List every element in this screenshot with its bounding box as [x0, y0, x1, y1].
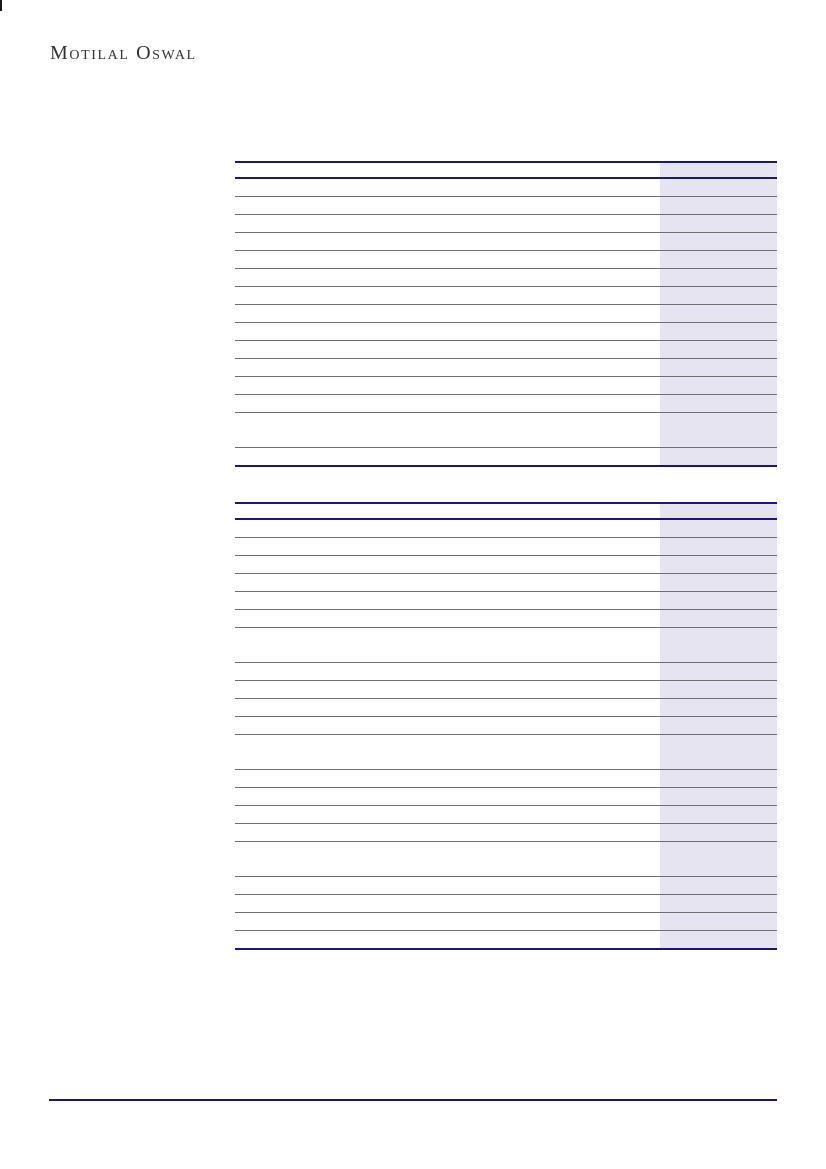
shaded-value-column	[660, 504, 777, 948]
table-header-row	[235, 504, 777, 520]
table-row	[235, 788, 777, 806]
footer-divider-rule	[49, 1099, 777, 1101]
table-row	[235, 895, 777, 913]
table-row	[235, 842, 777, 877]
table-row	[235, 448, 777, 465]
table-row	[235, 824, 777, 842]
table-row	[235, 197, 777, 215]
scan-artifact-mark	[0, 0, 2, 11]
table-row	[235, 610, 777, 628]
table-header-row	[235, 163, 777, 179]
table-row	[235, 538, 777, 556]
table-row	[235, 377, 777, 395]
table-row	[235, 359, 777, 377]
table-row	[235, 520, 777, 538]
table-row	[235, 574, 777, 592]
table-row	[235, 287, 777, 305]
table-row	[235, 341, 777, 359]
table-row	[235, 305, 777, 323]
brand-logo-text: Motilal Oswal	[50, 42, 197, 64]
table-row	[235, 233, 777, 251]
table-row	[235, 806, 777, 824]
table-row	[235, 215, 777, 233]
table-row	[235, 269, 777, 287]
table-row	[235, 681, 777, 699]
table-row	[235, 717, 777, 735]
table-row	[235, 628, 777, 663]
table-row	[235, 699, 777, 717]
brand-logo: Motilal Oswal	[50, 42, 197, 65]
table-row	[235, 251, 777, 269]
table-row	[235, 323, 777, 341]
shaded-value-column	[660, 163, 777, 465]
upper-financials-table	[235, 161, 777, 467]
table-row	[235, 395, 777, 413]
table-row	[235, 556, 777, 574]
table-row	[235, 770, 777, 788]
table-row	[235, 413, 777, 448]
table-row	[235, 663, 777, 681]
table-row	[235, 913, 777, 931]
table-row	[235, 877, 777, 895]
table-row	[235, 931, 777, 948]
table-row	[235, 592, 777, 610]
table-row	[235, 179, 777, 197]
lower-financials-table	[235, 502, 777, 950]
table-row	[235, 735, 777, 770]
